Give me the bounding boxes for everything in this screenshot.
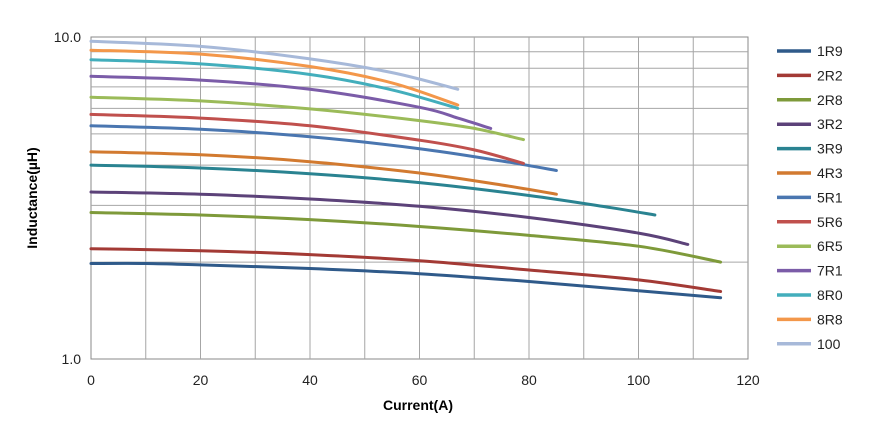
y-tick-label: 1.0 bbox=[62, 351, 82, 367]
series-line-2r2 bbox=[89, 247, 723, 293]
x-tick-label: 40 bbox=[302, 372, 318, 388]
x-axis-title: Current(A) bbox=[383, 397, 453, 413]
legend: 1R9 2R2 2R8 3R2 3R9 4R3 5R1 5R6 6R5 7R1 8R0 8R8 100 bbox=[777, 43, 843, 352]
y-tick-label: 10.0 bbox=[54, 29, 81, 45]
legend-label: 8R8 bbox=[817, 311, 843, 327]
series-line-5r6 bbox=[89, 112, 525, 165]
series-line-2r8 bbox=[89, 211, 723, 264]
legend-label: 7R1 bbox=[817, 263, 843, 279]
series-line-6r5 bbox=[89, 95, 525, 142]
series-line-8r0 bbox=[89, 58, 460, 110]
series-line-3r9 bbox=[89, 163, 657, 217]
legend-label: 4R3 bbox=[817, 165, 843, 181]
x-tick-label: 0 bbox=[87, 372, 95, 388]
legend-label: 5R6 bbox=[817, 214, 843, 230]
legend-label: 2R8 bbox=[817, 92, 843, 108]
series-line-5r1 bbox=[89, 124, 558, 172]
series-lines bbox=[89, 39, 723, 300]
series-line-3r2 bbox=[89, 190, 690, 246]
legend-label: 8R0 bbox=[817, 287, 843, 303]
legend-label: 1R9 bbox=[817, 43, 843, 59]
series-line-4r3 bbox=[89, 150, 558, 196]
grid bbox=[90, 36, 749, 360]
x-tick-label: 60 bbox=[412, 372, 428, 388]
x-tick-label: 80 bbox=[521, 372, 537, 388]
y-axis-title: Inductance(µH) bbox=[24, 147, 40, 248]
legend-label: 3R2 bbox=[817, 116, 843, 132]
series-line-8r8 bbox=[89, 48, 460, 107]
series-line-1r9 bbox=[89, 261, 723, 300]
x-tick-label: 120 bbox=[736, 372, 760, 388]
y-tick-labels: 1.0 10.0 bbox=[54, 29, 81, 367]
x-tick-labels: 0 20 40 60 80 100 120 bbox=[87, 372, 760, 388]
legend-label: 3R9 bbox=[817, 141, 843, 157]
x-tick-label: 20 bbox=[193, 372, 209, 388]
series-line-100 bbox=[89, 39, 460, 91]
series-line-7r1 bbox=[89, 74, 493, 130]
x-tick-label: 100 bbox=[627, 372, 651, 388]
legend-label: 5R1 bbox=[817, 189, 843, 205]
legend-label: 100 bbox=[817, 336, 841, 352]
legend-label: 6R5 bbox=[817, 238, 843, 254]
legend-label: 2R2 bbox=[817, 67, 843, 83]
